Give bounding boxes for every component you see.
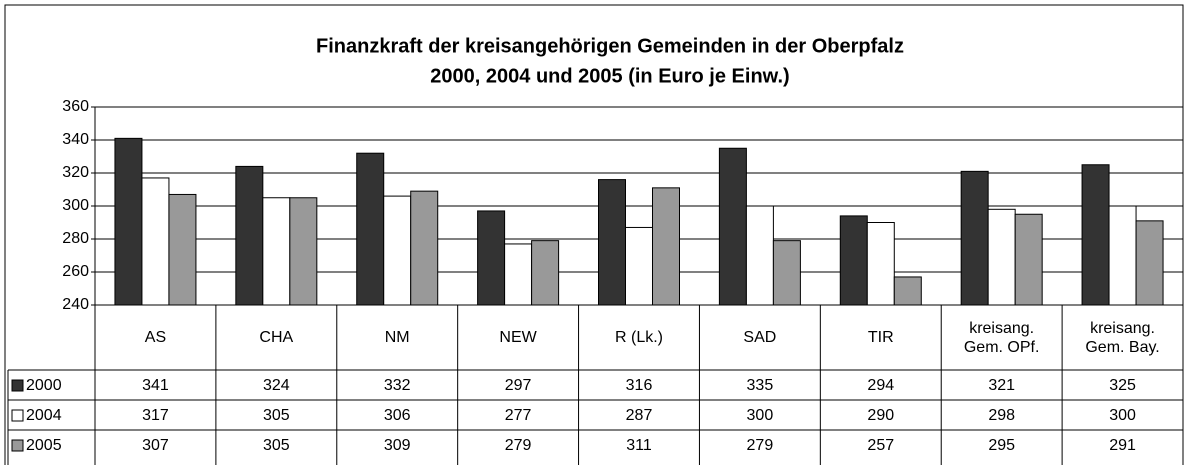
category-cell: AS	[144, 329, 167, 346]
table-value: 324	[263, 377, 290, 394]
x-tick-label: kreisang. Gem. OPf.	[963, 319, 1040, 356]
bar	[410, 190, 439, 306]
x-tick-label: R (Lk.)	[614, 329, 663, 346]
y-tick-label: 260	[62, 263, 89, 280]
bar	[893, 276, 922, 306]
table-value: 295	[988, 437, 1015, 454]
table-value: 297	[505, 377, 532, 394]
bar	[866, 222, 895, 306]
table-value: 305	[263, 407, 290, 424]
y-tick-label: 320	[62, 164, 89, 181]
table-value: 316	[626, 377, 653, 394]
category-cell: NEW	[499, 329, 537, 346]
category-cell: CHA	[259, 329, 294, 346]
legend-key	[11, 439, 24, 452]
bar	[772, 240, 801, 306]
table-value: 257	[867, 437, 894, 454]
category-cell: kreisang. Gem. OPf.	[963, 319, 1040, 356]
bar	[141, 177, 170, 306]
y-tick-label: 340	[62, 131, 89, 148]
x-tick-label: AS	[144, 329, 167, 346]
table-value: 317	[142, 407, 169, 424]
category-cell: SAD	[743, 329, 777, 346]
bar	[383, 195, 412, 306]
table-value: 311	[626, 437, 652, 454]
table-value: 321	[988, 377, 1015, 394]
legend-label: 2004	[26, 407, 62, 424]
bar	[235, 165, 264, 306]
table-value: 305	[263, 437, 290, 454]
legend-key	[11, 409, 24, 422]
y-tick-label: 280	[62, 230, 89, 247]
bar	[745, 205, 774, 306]
bar	[1081, 164, 1110, 306]
bar	[531, 240, 560, 306]
table-value: 309	[384, 437, 411, 454]
legend-label: 2005	[26, 437, 62, 454]
y-tick-label: 300	[62, 197, 89, 214]
category-cell: R (Lk.)	[614, 329, 663, 346]
bar	[1135, 220, 1164, 306]
table-value: 300	[747, 407, 774, 424]
bar	[114, 137, 143, 306]
bar	[625, 226, 653, 306]
table-value: 300	[1109, 407, 1136, 424]
x-tick-label: CHA	[259, 329, 294, 346]
bar	[598, 179, 626, 306]
table-value: 279	[505, 437, 532, 454]
bar	[839, 215, 868, 306]
table-value: 298	[988, 407, 1015, 424]
bar	[168, 193, 197, 306]
category-cell: NM	[384, 329, 410, 346]
bar	[718, 147, 747, 306]
bar	[1108, 205, 1137, 306]
table-value: 287	[626, 407, 653, 424]
x-tick-label: SAD	[743, 329, 777, 346]
table-value: 290	[867, 407, 894, 424]
bar	[652, 187, 680, 306]
table-value: 279	[747, 437, 774, 454]
table-value: 335	[747, 377, 774, 394]
bar	[960, 170, 989, 306]
table-value: 277	[505, 407, 532, 424]
table-value: 306	[384, 407, 411, 424]
x-tick-label: NEW	[499, 329, 537, 346]
table-value: 325	[1109, 377, 1136, 394]
table-value: 307	[142, 437, 169, 454]
chart-subtitle: 2000, 2004 und 2005 (in Euro je Einw.)	[430, 65, 789, 87]
y-tick-label: 240	[62, 296, 89, 313]
category-cell: TIR	[867, 329, 894, 346]
legend-key	[11, 379, 24, 392]
bar	[987, 208, 1016, 306]
category-cell: kreisang. Gem. Bay.	[1085, 319, 1160, 356]
bar	[262, 197, 291, 306]
table-value: 341	[142, 377, 169, 394]
x-tick-label: TIR	[867, 329, 894, 346]
chart-title: Finanzkraft der kreisangehörigen Gemeind…	[316, 35, 904, 57]
x-tick-label: kreisang. Gem. Bay.	[1085, 319, 1160, 356]
table-value: 294	[867, 377, 894, 394]
bar	[1014, 213, 1043, 306]
table-value: 291	[1109, 437, 1136, 454]
bar	[289, 197, 318, 306]
bar	[477, 210, 506, 306]
table-value: 332	[384, 377, 411, 394]
x-tick-label: NM	[384, 329, 410, 346]
y-tick-label: 360	[62, 98, 89, 115]
bar	[504, 243, 533, 306]
bar	[356, 152, 385, 306]
legend-label: 2000	[26, 377, 62, 394]
